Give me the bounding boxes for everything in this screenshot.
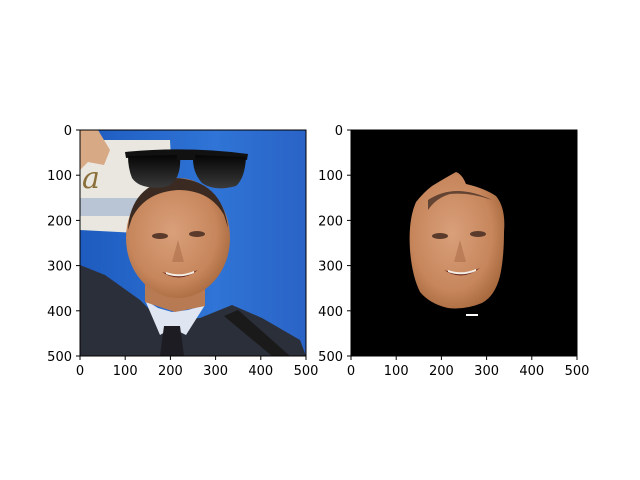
x-tick-label-right: 500 [565, 364, 590, 379]
y-tick-label-right: 0 [335, 124, 343, 139]
mask-mouth [444, 268, 480, 276]
axes-layer: 0 100 200 300 400 500 0 100 200 300 400 500 0 100 200 3… [47, 124, 589, 379]
photo-eye-left [152, 233, 168, 239]
photo-mouth [162, 270, 198, 278]
photo-microphone [224, 310, 290, 356]
y-tick-label-left: 400 [47, 305, 72, 320]
x-tick-label-left: 500 [294, 364, 319, 379]
y-tick-label-right: 400 [318, 305, 343, 320]
photo-nose [172, 240, 184, 262]
y-tick-label-left: 300 [47, 260, 72, 275]
y-tick-label-right: 300 [318, 260, 343, 275]
mask-artifact [466, 314, 478, 316]
x-tick-label-left: 0 [76, 364, 84, 379]
mask-panel [351, 130, 577, 356]
x-tick-label-left: 300 [203, 364, 228, 379]
axes-frame-left [79, 129, 307, 357]
y-tick-label-right: 200 [318, 214, 343, 229]
photo-panel: a [80, 130, 306, 356]
mask-nose [454, 240, 466, 262]
y-tick-label-left: 200 [47, 214, 72, 229]
sunglasses-lens-right [192, 155, 246, 189]
mask-face [409, 172, 505, 309]
x-tick-label-right: 300 [474, 364, 499, 379]
x-tick-label-left: 200 [158, 364, 183, 379]
photo-hair [128, 178, 228, 230]
photo-head [126, 178, 230, 298]
sunglasses-lens-left [128, 155, 181, 188]
x-tick-label-right: 0 [347, 364, 355, 379]
x-tick-label-right: 200 [429, 364, 454, 379]
mask-eye-right [470, 231, 486, 237]
y-tick-label-left: 500 [47, 350, 72, 365]
x-tick-label-left: 100 [113, 364, 138, 379]
x-tick-label-right: 100 [384, 364, 409, 379]
y-tick-label-right: 100 [318, 169, 343, 184]
axes-frame-right [350, 129, 578, 357]
x-tick-label-right: 400 [519, 364, 544, 379]
photo-tie [160, 326, 184, 356]
y-tick-label-left: 100 [47, 169, 72, 184]
photo-hand [80, 130, 110, 170]
y-tick-label-right: 500 [318, 350, 343, 365]
photo-eye-right [189, 231, 205, 237]
mask-teeth [448, 269, 476, 275]
mask-eye-left [432, 233, 448, 239]
x-tick-label-left: 400 [248, 364, 273, 379]
photo-teeth [166, 271, 194, 277]
sunglasses-overlay [125, 149, 248, 189]
y-tick-label-left: 0 [64, 124, 72, 139]
photo-shirt [145, 300, 205, 335]
mask-hair [428, 191, 492, 210]
photo-banner-text: a [82, 161, 100, 196]
